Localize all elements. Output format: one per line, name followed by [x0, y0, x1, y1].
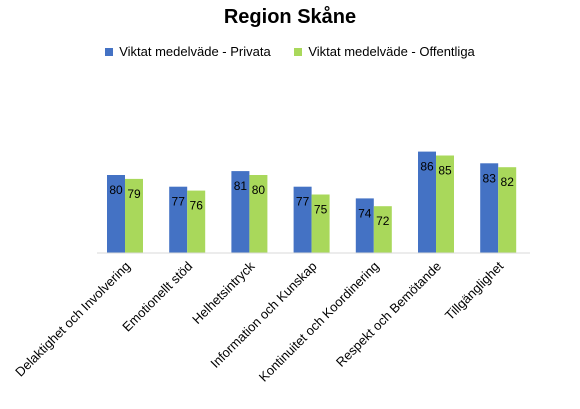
- x-tick-label-delaktighet-och-involvering: Delaktighet och Involvering: [12, 259, 133, 380]
- data-label-kontinuitet-och-koordinering-series-2: 72: [376, 214, 390, 228]
- data-label-emotionellt-stod-series-1: 77: [172, 195, 186, 209]
- bar-respekt-och-bemotande-series-2: [436, 155, 454, 253]
- legend-item-privata: Viktat medelväde - Privata: [105, 44, 271, 59]
- bar-emotionellt-stod-series-2: [187, 190, 206, 253]
- bar-information-och-kunskap-series-2: [311, 194, 330, 253]
- legend-label-privata: Viktat medelväde - Privata: [119, 44, 271, 59]
- data-label-helhetsintryck-series-2: 80: [252, 183, 266, 197]
- data-label-kontinuitet-och-koordinering-series-1: 74: [358, 206, 372, 220]
- x-tick-label-information-och-kunskap: Information och Kunskap: [207, 259, 319, 371]
- data-label-information-och-kunskap-series-2: 75: [314, 203, 328, 217]
- x-tick-label-tillganglighet: Tillgänglighet: [442, 258, 507, 323]
- bar-helhetsintryck-series-2: [249, 175, 268, 253]
- data-label-tillganglighet-series-2: 82: [501, 175, 515, 189]
- data-label-helhetsintryck-series-1: 81: [234, 179, 248, 193]
- legend: Viktat medelväde - Privata Viktat medelv…: [0, 44, 580, 59]
- bar-respekt-och-bemotande-series-1: [418, 151, 436, 253]
- legend-label-offentliga: Viktat medelväde - Offentliga: [308, 44, 475, 59]
- bar-helhetsintryck-series-1: [231, 171, 250, 253]
- bar-delaktighet-och-involvering-series-2: [125, 178, 143, 253]
- data-label-delaktighet-och-involvering-series-1: 80: [109, 183, 123, 197]
- bar-kontinuitet-och-koordinering-series-2: [373, 206, 392, 253]
- bar-emotionellt-stod-series-1: [169, 186, 188, 253]
- x-tick-label-kontinuitet-och-koordinering: Kontinuitet och Koordinering: [256, 259, 382, 385]
- bar-delaktighet-och-involvering-series-1: [107, 175, 125, 253]
- data-label-emotionellt-stod-series-2: 76: [190, 199, 204, 213]
- data-label-information-och-kunskap-series-1: 77: [296, 195, 310, 209]
- x-tick-label-respekt-och-bemotande: Respekt och Bemötande: [333, 259, 444, 370]
- legend-swatch-offentliga: [294, 48, 303, 56]
- x-tick-label-helhetsintryck: Helhetsintryck: [189, 258, 258, 327]
- legend-item-offentliga: Viktat medelväde - Offentliga: [294, 44, 475, 59]
- bar-tillganglighet-series-1: [480, 163, 499, 253]
- legend-swatch-privata: [105, 48, 114, 56]
- bar-tillganglighet-series-2: [498, 167, 517, 253]
- bar-information-och-kunskap-series-1: [293, 186, 312, 253]
- data-label-respekt-och-bemotande-series-2: 85: [438, 164, 452, 178]
- bar-kontinuitet-och-koordinering-series-1: [355, 198, 374, 253]
- data-label-respekt-och-bemotande-series-1: 86: [420, 160, 434, 174]
- data-label-tillganglighet-series-1: 83: [483, 171, 497, 185]
- chart-title: Region Skåne: [223, 6, 357, 28]
- data-label-delaktighet-och-involvering-series-2: 79: [127, 187, 141, 201]
